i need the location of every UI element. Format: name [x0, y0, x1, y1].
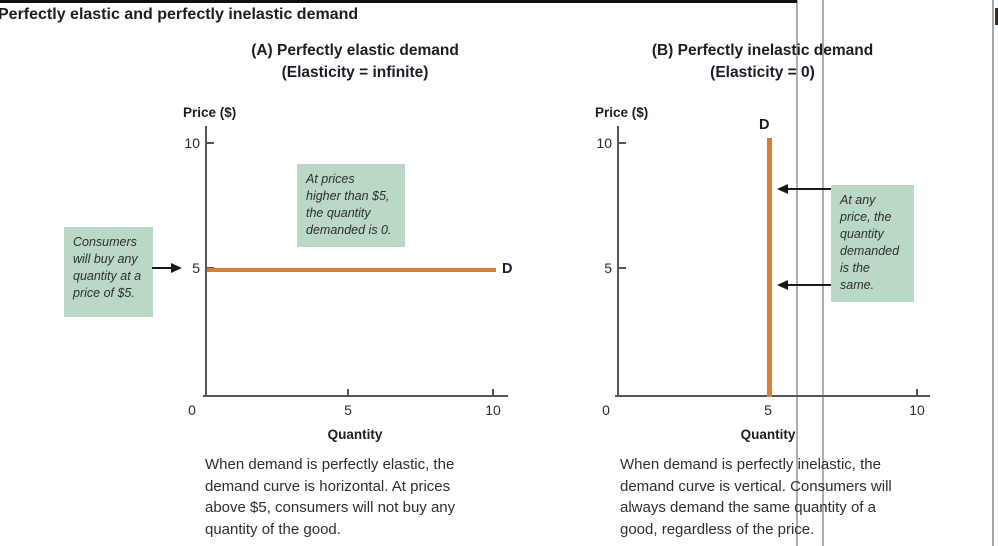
- panel-b-demand-curve-label: D: [759, 117, 770, 133]
- panel-a-x-tick-label-10: 10: [485, 402, 501, 418]
- panel-b-title: (B) Perfectly inelastic demand (Elastici…: [630, 40, 895, 84]
- page-guide-line-left: [796, 0, 798, 546]
- panel-b-y-axis-title: Price ($): [595, 105, 649, 120]
- panel-a-x-axis-title: Quantity: [327, 427, 383, 442]
- panel-b-title-line2: (Elasticity = 0): [710, 64, 815, 81]
- panel-b-demand-curve: [767, 138, 772, 397]
- panel-b-y-tick-label-10: 10: [596, 135, 612, 151]
- panel-a-x-tick-10: [492, 389, 494, 395]
- panel-a-x-tick-label-5: 5: [344, 402, 352, 418]
- panel-a-title: (A) Perfectly elastic demand (Elasticity…: [230, 40, 480, 84]
- panel-a-callout-left: Consumers will buy any quantity at a pri…: [64, 227, 153, 317]
- panel-a-y-axis: [205, 126, 207, 397]
- panel-b-callout-arrow-line-upper: [786, 188, 831, 190]
- panel-b-callout-arrow-head-lower-icon: [777, 280, 788, 290]
- panel-a-x-tick-5: [347, 389, 349, 395]
- panel-a-x-axis: [203, 395, 508, 397]
- page-corner-mark: [995, 8, 998, 25]
- panel-a-x-tick-label-0: 0: [188, 402, 196, 418]
- panel-b-x-tick-label-10: 10: [909, 402, 925, 418]
- panel-b-title-line1: (B) Perfectly inelastic demand: [651, 42, 874, 59]
- panel-a-callout-upper: At prices higher than $5, the quantity d…: [297, 164, 405, 247]
- panel-a-title-line2: (Elasticity = infinite): [281, 64, 429, 81]
- panel-b-callout: At any price, the quantity demanded is t…: [831, 185, 914, 302]
- panel-b-y-tick-5: [619, 267, 626, 269]
- panel-b-y-tick-10: [619, 142, 626, 144]
- panel-b-callout-arrow-line-lower: [786, 284, 831, 286]
- figure-title: Perfectly elastic and perfectly inelasti…: [0, 6, 359, 23]
- panel-a-demand-curve-label: D: [502, 261, 513, 277]
- panel-a-callout-arrow-line: [152, 267, 173, 269]
- panel-a-y-axis-title: Price ($): [183, 105, 237, 120]
- page-guide-line-right: [822, 0, 824, 546]
- panel-a-demand-curve: [207, 268, 496, 272]
- panel-b-x-axis: [615, 395, 930, 397]
- panel-b-callout-arrow-head-upper-icon: [777, 184, 788, 194]
- panel-b-x-axis-title: Quantity: [740, 427, 796, 442]
- panel-b-y-tick-label-5: 5: [604, 260, 612, 276]
- panel-b-y-axis: [617, 126, 619, 397]
- panel-a-callout-arrow-head-icon: [171, 263, 182, 273]
- panel-b-caption: When demand is perfectly inelastic, the …: [620, 456, 892, 538]
- panel-b-x-tick-label-0: 0: [602, 402, 610, 418]
- page-right-border-line: [992, 0, 994, 546]
- panel-a-y-tick-10: [207, 142, 214, 144]
- panel-b-x-tick-label-5: 5: [764, 402, 772, 418]
- panel-a-caption: When demand is perfectly elastic, the de…: [205, 456, 456, 538]
- panel-a-y-tick-label-5: 5: [192, 260, 200, 276]
- panel-b-x-tick-10: [916, 389, 918, 395]
- panel-a-title-line1: (A) Perfectly elastic demand: [251, 42, 459, 59]
- top-border-line: [0, 0, 797, 3]
- panel-a-y-tick-label-10: 10: [184, 135, 200, 151]
